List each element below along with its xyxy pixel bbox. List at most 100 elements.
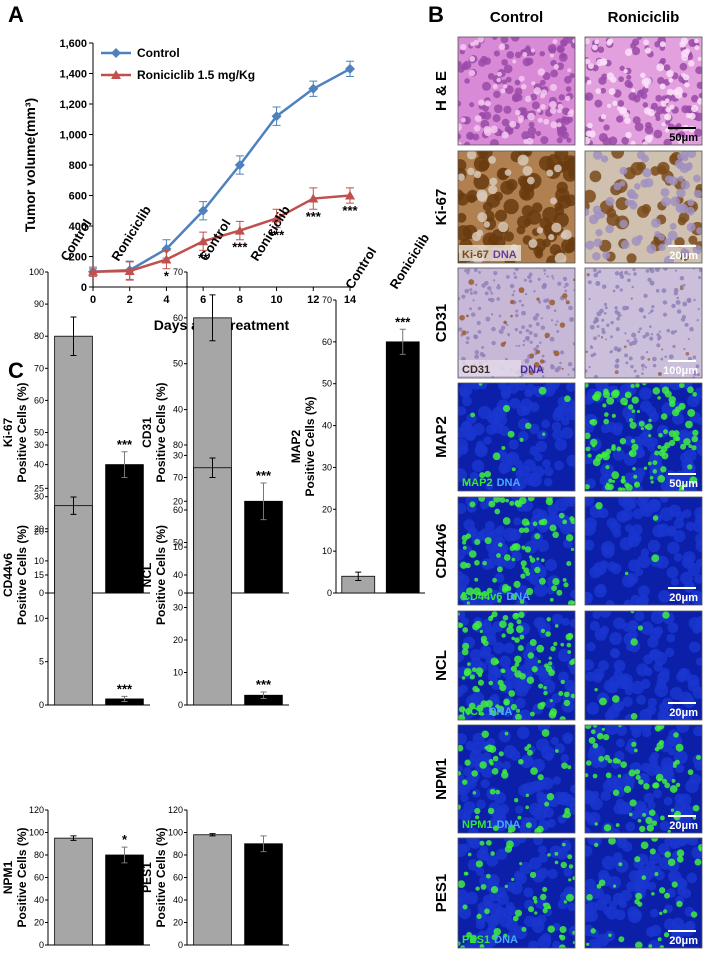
cell <box>688 444 693 449</box>
micrograph-texture <box>585 37 702 145</box>
cell <box>562 116 571 125</box>
cell <box>697 98 702 105</box>
y-axis-label: NCL <box>140 563 154 588</box>
cell <box>567 765 572 770</box>
cell <box>598 269 602 274</box>
cell <box>559 926 567 934</box>
cell <box>698 92 702 99</box>
cell <box>526 749 533 756</box>
micrograph-frame <box>457 150 576 264</box>
cell <box>616 446 622 452</box>
cell <box>471 742 483 755</box>
cell <box>532 895 538 901</box>
error-bar <box>209 457 216 478</box>
cell <box>693 189 702 198</box>
cell <box>589 621 600 631</box>
cell <box>528 940 539 948</box>
cell <box>687 338 690 341</box>
cell <box>556 181 568 194</box>
cell <box>543 272 546 275</box>
counterstain-name: DNA <box>494 934 518 946</box>
micrograph-frame <box>457 382 576 492</box>
micrograph-texture <box>458 611 575 720</box>
y-tick-label: 60 <box>173 505 183 515</box>
cell <box>592 611 601 620</box>
cell <box>481 752 492 763</box>
cell <box>493 270 498 276</box>
y-tick-label: 70 <box>322 295 332 305</box>
y-tick-label: 50 <box>173 538 183 548</box>
cell <box>482 560 487 566</box>
cell <box>650 309 654 313</box>
cell <box>461 330 467 336</box>
cell <box>625 821 636 832</box>
cell <box>663 429 668 435</box>
cell <box>592 742 599 749</box>
cell <box>537 774 544 781</box>
y-tick-label: 120 <box>29 805 44 815</box>
cell <box>502 768 508 774</box>
cell <box>514 805 524 814</box>
cell <box>458 296 461 301</box>
y-tick-label: 60 <box>34 873 44 883</box>
cell <box>647 358 651 361</box>
cell <box>531 202 543 213</box>
cell <box>677 136 685 145</box>
cell <box>473 124 481 132</box>
cell <box>542 907 548 914</box>
cell <box>489 788 496 795</box>
cell <box>664 238 673 246</box>
stain-name: Ki-67 <box>462 249 489 261</box>
cell <box>458 468 467 482</box>
cell <box>498 729 511 743</box>
cell <box>589 324 595 330</box>
cell <box>527 126 537 136</box>
cell <box>558 690 564 697</box>
cell <box>596 311 602 317</box>
cell <box>634 748 638 753</box>
cell <box>532 521 538 527</box>
cell <box>672 763 677 768</box>
cell <box>517 154 529 166</box>
cell <box>465 708 472 715</box>
cell <box>533 838 544 846</box>
cell <box>640 841 649 850</box>
y-axis-label: Positive Cells (%) <box>15 525 29 625</box>
cell <box>569 664 575 675</box>
y-tick-label: 5 <box>39 657 44 667</box>
cell <box>520 190 531 200</box>
cell <box>640 355 645 361</box>
cell <box>685 420 693 429</box>
cell <box>480 883 487 890</box>
cell <box>661 288 667 293</box>
cell <box>645 351 649 354</box>
cell <box>552 39 558 45</box>
cell <box>660 100 667 107</box>
cell <box>652 387 661 395</box>
cell <box>459 387 471 399</box>
cell <box>585 790 595 804</box>
cell <box>589 345 593 348</box>
cell <box>697 56 702 61</box>
cell <box>499 620 507 629</box>
error-bar <box>399 328 406 355</box>
cell <box>557 103 564 110</box>
cell <box>481 766 494 779</box>
cell <box>657 444 662 450</box>
cell <box>543 118 550 125</box>
cell <box>537 277 541 281</box>
cell <box>603 418 610 425</box>
cell <box>484 291 489 296</box>
cell <box>474 620 483 629</box>
cell <box>570 317 574 321</box>
cell <box>475 667 484 676</box>
cell <box>529 871 537 879</box>
cell <box>664 892 671 899</box>
cell <box>497 679 504 686</box>
cell <box>682 509 692 518</box>
cell <box>543 268 547 272</box>
cell <box>641 372 644 376</box>
cell <box>496 285 501 290</box>
cell <box>544 801 550 807</box>
cell <box>494 508 501 515</box>
